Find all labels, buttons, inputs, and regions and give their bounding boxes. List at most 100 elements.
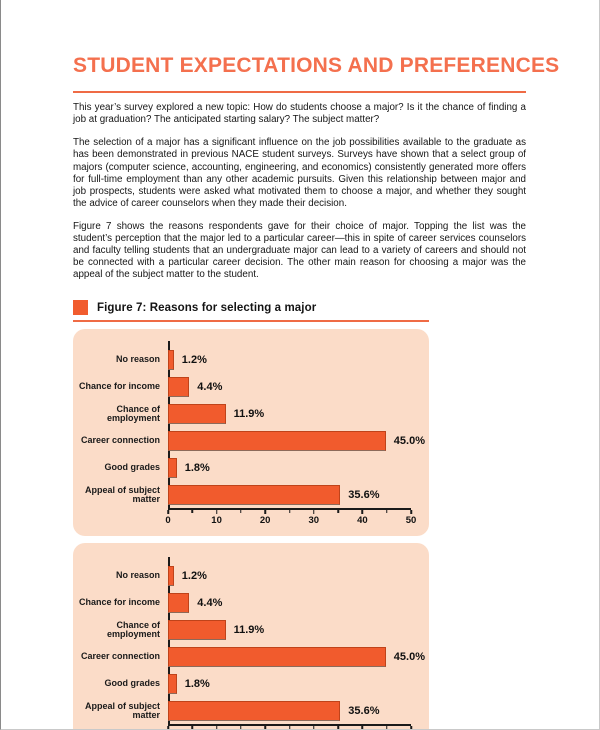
- x-minor-tick-mark: [337, 510, 339, 514]
- category-label: No reason: [115, 354, 160, 365]
- page-content: STUDENT EXPECTATIONS AND PREFERENCES Thi…: [1, 54, 599, 729]
- x-minor-tick-mark: [191, 726, 194, 729]
- bar-track: 35.6%: [168, 700, 410, 721]
- category-label: Chance for income: [78, 381, 160, 392]
- x-tick-mark: [313, 510, 315, 515]
- bar-chart-panel-2: No reason 1.2% Chance for income 4.4% Chance…: [73, 543, 429, 729]
- figure-caption: Figure 7: Reasons for selecting a major: [73, 300, 526, 316]
- bar-value-label: 11.9%: [233, 407, 265, 420]
- bar: [168, 403, 226, 424]
- x-tick-mark: [264, 726, 266, 729]
- bar: [168, 646, 386, 667]
- x-tick-label: 30: [308, 515, 320, 527]
- title-rule: [73, 91, 526, 94]
- bar-row: Chance for income 4.4%: [73, 589, 429, 616]
- bar-track: 1.8%: [168, 457, 410, 478]
- bar-value-label: 1.8%: [184, 461, 210, 474]
- x-tick-label: 40: [357, 515, 368, 527]
- x-tick-label: 20: [259, 515, 271, 527]
- bar-value-label: 45.0%: [393, 434, 425, 447]
- x-tick-label: 50: [405, 515, 417, 527]
- page-title: STUDENT EXPECTATIONS AND PREFERENCES: [73, 54, 560, 77]
- bar-row: Good grades 1.8%: [73, 670, 429, 697]
- bar: [168, 430, 386, 451]
- x-minor-tick-mark: [288, 726, 291, 729]
- x-minor-tick-mark: [385, 510, 388, 514]
- x-minor-tick-mark: [240, 510, 242, 514]
- bar-row: Appeal of subject matter 35.6%: [73, 481, 429, 508]
- bar-track: 1.2%: [168, 349, 410, 370]
- x-tick-label: 10: [211, 515, 222, 527]
- bar-value-label: 1.2%: [181, 353, 207, 366]
- x-tick-mark: [167, 510, 169, 515]
- x-tick-mark: [410, 726, 412, 729]
- bar-row: Good grades 1.8%: [73, 454, 429, 481]
- x-axis: 0 10 20 30 40 50: [165, 508, 416, 530]
- bar: [168, 592, 190, 613]
- bar-value-label: 35.6%: [348, 704, 380, 717]
- category-label: Appeal of subject matter: [84, 700, 160, 720]
- bar-chart-panel-1: No reason 1.2% Chance for income 4.4% Chance…: [73, 329, 429, 537]
- x-tick-mark: [361, 726, 364, 729]
- bar: [168, 376, 190, 397]
- category-label: Good grades: [104, 462, 160, 473]
- bar-track: 1.2%: [168, 565, 410, 586]
- bar-row: Chance of employment 11.9%: [73, 616, 429, 643]
- x-tick-mark: [167, 726, 169, 729]
- bar: [168, 565, 174, 586]
- bar-row: No reason 1.2%: [73, 562, 429, 589]
- x-tick-mark: [215, 726, 218, 729]
- bar-track: 35.6%: [168, 484, 410, 505]
- category-label: Appeal of subject matter: [84, 484, 160, 504]
- caption-rule: [73, 320, 429, 323]
- bar-row: Career connection 45.0%: [73, 427, 429, 454]
- bar-track: 4.4%: [168, 592, 410, 613]
- chart-rows: No reason 1.2% Chance for income 4.4% Chance…: [73, 341, 429, 509]
- x-tick-mark: [264, 510, 266, 515]
- x-minor-tick-mark: [240, 726, 242, 729]
- figure-caption-label: Figure 7: Reasons for selecting a major: [97, 301, 317, 314]
- paragraph: Figure 7 shows the reasons respondents g…: [73, 220, 526, 281]
- paragraph: This year’s survey explored a new topic:…: [73, 102, 526, 126]
- bar-track: 11.9%: [168, 403, 410, 424]
- bar-value-label: 11.9%: [233, 623, 265, 636]
- bar-row: Career connection 45.0%: [73, 643, 429, 670]
- x-tick-mark: [215, 510, 218, 515]
- bar-row: Appeal of subject matter 35.6%: [73, 697, 429, 724]
- x-tick-mark: [361, 510, 364, 515]
- x-minor-tick-mark: [288, 510, 291, 514]
- bar-value-label: 1.2%: [181, 569, 207, 582]
- bar-row: Chance for income 4.4%: [73, 373, 429, 400]
- bar: [168, 349, 174, 370]
- x-tick-mark: [313, 726, 315, 729]
- category-label: No reason: [115, 570, 160, 581]
- bar-track: 45.0%: [168, 430, 425, 451]
- bar-track: 11.9%: [168, 619, 410, 640]
- category-label: Chance for income: [78, 597, 160, 608]
- category-label: Career connection: [80, 651, 160, 662]
- y-axis-line: [168, 557, 170, 725]
- bar: [168, 700, 341, 721]
- bar-row: Chance of employment 11.9%: [73, 400, 429, 427]
- bar-track: 1.8%: [168, 673, 410, 694]
- bar: [168, 457, 177, 478]
- bar-value-label: 4.4%: [197, 596, 223, 609]
- bar-row: No reason 1.2%: [73, 346, 429, 373]
- x-tick-mark: [410, 510, 412, 515]
- paragraph: The selection of a major has a significa…: [73, 137, 526, 209]
- bar-track: 4.4%: [168, 376, 410, 397]
- category-label: Chance of employment: [106, 619, 160, 639]
- x-tick-label: 0: [165, 515, 171, 527]
- bar: [168, 619, 226, 640]
- bar-value-label: 45.0%: [393, 650, 425, 663]
- category-label: Chance of employment: [106, 403, 160, 423]
- bar: [168, 484, 341, 505]
- bar-value-label: 1.8%: [184, 677, 210, 690]
- x-minor-tick-mark: [337, 726, 339, 729]
- figure-marker-square-icon: [73, 300, 88, 316]
- bar-value-label: 35.6%: [348, 488, 380, 501]
- x-minor-tick-mark: [385, 726, 388, 729]
- x-minor-tick-mark: [191, 510, 194, 514]
